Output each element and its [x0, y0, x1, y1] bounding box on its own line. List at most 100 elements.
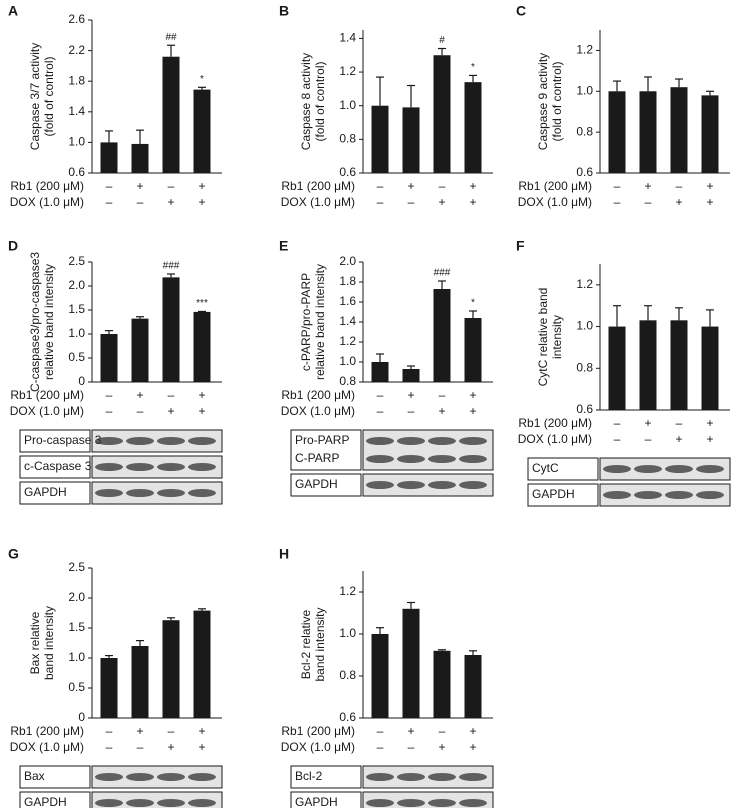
significance: #: [439, 35, 445, 46]
treatment-sign: –: [377, 404, 384, 418]
treatment-sign: +: [198, 404, 205, 418]
blot-band: [397, 455, 425, 463]
blot-band: [397, 481, 425, 489]
treatment-sign: +: [706, 432, 713, 446]
treatment-sign: –: [168, 724, 175, 738]
error-bar: [469, 650, 477, 655]
treatment-sign: +: [469, 404, 476, 418]
y-axis-label: Bcl-2 relative: [299, 609, 313, 679]
bar: [639, 320, 657, 410]
treatment-sign: +: [198, 195, 205, 209]
blot-band: [397, 437, 425, 445]
blot-band: [157, 489, 185, 497]
bar: [131, 143, 149, 173]
y-tick-label: 0.8: [576, 124, 593, 138]
treatment-sign: –: [106, 195, 113, 209]
blot-band: [157, 437, 185, 445]
blot-label-box: [290, 473, 362, 497]
y-tick-label: 1.0: [68, 650, 85, 664]
treatment-sign: +: [438, 195, 445, 209]
bar: [193, 311, 211, 382]
y-axis-label: C-caspase3/pro-caspase3: [28, 252, 42, 392]
y-tick-label: 1.2: [576, 277, 593, 291]
y-tick-label: 0.6: [576, 165, 593, 179]
treatment-sign: –: [676, 416, 683, 430]
y-tick-label: 2.6: [68, 12, 85, 26]
error-bar: [407, 365, 415, 369]
significance: *: [471, 62, 475, 73]
treatment-sign: –: [645, 432, 652, 446]
bar: [162, 56, 180, 173]
bar: [608, 326, 626, 410]
treatment-sign: +: [198, 740, 205, 754]
blot-image: [362, 429, 494, 471]
error-bar: [644, 305, 652, 321]
treatment-sign: +: [198, 724, 205, 738]
treatment-label: Rb1 (200 μM): [281, 179, 355, 193]
treatment-label: Rb1 (200 μM): [518, 179, 592, 193]
blot-band: [188, 437, 216, 445]
blot-label-box: [19, 481, 91, 505]
bar: [608, 91, 626, 173]
blot-label-box: [290, 791, 362, 808]
panel-label: A: [8, 3, 18, 19]
treatment-label: DOX (1.0 μM): [10, 740, 84, 754]
y-tick-label: 2.0: [339, 254, 356, 268]
blot-band: [696, 491, 724, 499]
blot-label: GAPDH: [532, 487, 575, 501]
y-tick-label: 1.4: [68, 104, 85, 118]
treatment-label: Rb1 (200 μM): [10, 388, 84, 402]
treatment-sign: +: [675, 432, 682, 446]
blot-band: [603, 465, 631, 473]
bar: [701, 326, 719, 410]
error-bar: [105, 330, 113, 334]
bar: [193, 610, 211, 718]
panel-label: F: [516, 238, 525, 254]
bar: [639, 91, 657, 173]
blot-label-box: [290, 765, 362, 789]
treatment-label: Rb1 (200 μM): [281, 388, 355, 402]
blot-band: [188, 489, 216, 497]
error-bar: [167, 617, 175, 621]
treatment-sign: –: [408, 195, 415, 209]
y-tick-label: 1.0: [576, 319, 593, 333]
bar: [100, 334, 118, 382]
error-bar: [613, 80, 621, 92]
blot-label: c-Caspase 3: [24, 459, 92, 473]
treatment-sign: –: [439, 724, 446, 738]
bar: [670, 320, 688, 410]
treatment-sign: +: [198, 388, 205, 402]
y-axis-label: relative band intensity: [42, 264, 56, 380]
error-bar: [438, 47, 446, 56]
y-tick-label: 2.2: [68, 43, 85, 57]
error-bar: [136, 129, 144, 144]
treatment-sign: +: [469, 179, 476, 193]
y-axis-label: Caspase 3/7 activity: [28, 43, 42, 150]
y-axis-label: (fold of control): [313, 61, 327, 141]
blot-label-box: [19, 791, 91, 808]
y-axis-label: relative band intensity: [313, 264, 327, 380]
treatment-label: DOX (1.0 μM): [281, 195, 355, 209]
y-tick-label: 1.4: [339, 31, 356, 45]
bar: [464, 318, 482, 382]
treatment-label: Rb1 (200 μM): [10, 179, 84, 193]
bar: [402, 608, 420, 718]
error-bar: [407, 84, 415, 108]
treatment-label: DOX (1.0 μM): [518, 195, 592, 209]
y-tick-label: 0: [78, 710, 85, 724]
y-axis-label: intensity: [550, 315, 564, 359]
treatment-sign: –: [439, 179, 446, 193]
treatment-label: DOX (1.0 μM): [281, 404, 355, 418]
blot-band: [126, 773, 154, 781]
treatment-sign: –: [106, 740, 113, 754]
blot-band: [603, 491, 631, 499]
bar: [100, 658, 118, 718]
treatment-label: DOX (1.0 μM): [281, 740, 355, 754]
treatment-sign: –: [137, 404, 144, 418]
treatment-sign: +: [469, 388, 476, 402]
blot-label: GAPDH: [24, 795, 67, 808]
y-tick-label: 1.2: [339, 64, 356, 78]
treatment-sign: +: [136, 179, 143, 193]
bar: [670, 87, 688, 173]
treatment-sign: –: [439, 388, 446, 402]
